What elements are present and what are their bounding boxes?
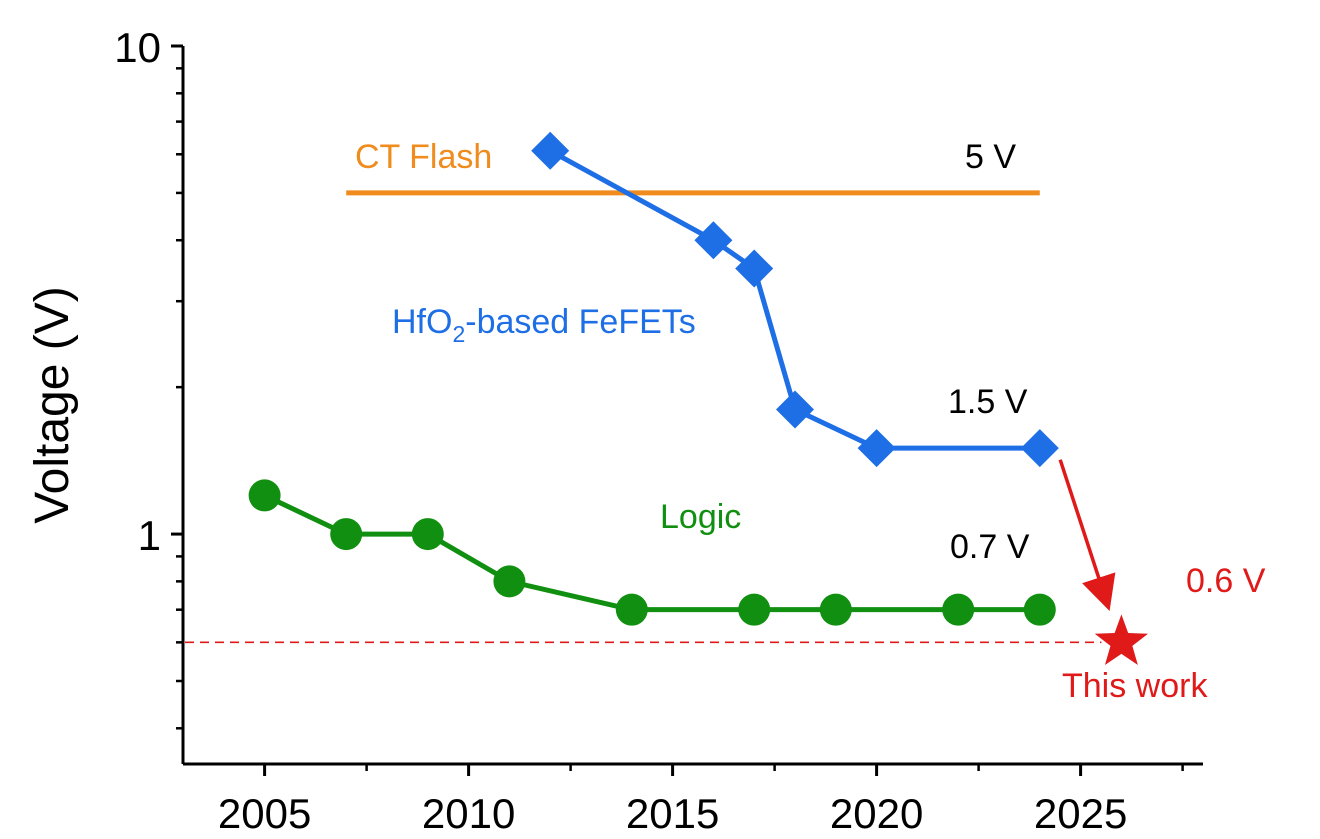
this-work-label: This work	[1062, 667, 1208, 705]
logic-point-2005	[248, 479, 281, 512]
y-tick-label-1: 1	[138, 512, 161, 559]
logic-value-label: 0.7 V	[950, 528, 1030, 566]
x-tick-label-2020: 2020	[830, 790, 923, 837]
logic-point-2007	[330, 518, 363, 551]
logic-point-2024	[1023, 593, 1056, 626]
y-tick-label-10: 10	[114, 24, 161, 71]
logic-point-2011	[493, 565, 526, 598]
ct-flash-label: CT Flash	[355, 138, 492, 176]
logic-point-2017	[738, 593, 771, 626]
logic-label: Logic	[660, 498, 741, 536]
fefet-label: HfO2-based FeFETs	[392, 303, 696, 347]
logic-point-2019	[819, 593, 852, 626]
this-work-star	[1094, 614, 1149, 666]
hfo2-based-fefets-point-2024	[1020, 429, 1059, 468]
fefet-label-subscript: 2	[452, 321, 465, 347]
logic-point-2014	[615, 593, 648, 626]
x-tick-label-2025: 2025	[1034, 790, 1127, 837]
hfo2-based-fefets-point-2018	[776, 390, 814, 429]
hfo2-based-fefets-line	[548, 148, 1040, 451]
fefet-value-label: 1.5 V	[948, 383, 1028, 421]
logic-point-2009	[411, 518, 444, 551]
ct-flash-value-label: 5 V	[965, 138, 1016, 176]
logic-line	[263, 493, 1040, 613]
this-work-value-label: 0.6 V	[1186, 562, 1266, 600]
x-tick-label-2015: 2015	[626, 790, 719, 837]
fefet-label-main: HfO	[392, 303, 452, 341]
this-work-arrow	[1058, 459, 1116, 612]
fefet-label-rest: -based FeFETs	[465, 303, 696, 341]
logic-point-2022	[942, 593, 975, 626]
hfo2-based-fefets-point-2016	[694, 221, 733, 260]
hfo2-based-fefets-point-2012	[531, 131, 570, 170]
hfo2-based-fefets-point-2020	[857, 429, 896, 468]
y-axis-title: Voltage (V)	[26, 286, 79, 523]
x-tick-label-2005: 2005	[218, 790, 311, 837]
hfo2-based-fefets-point-2017	[735, 249, 774, 288]
x-tick-label-2010: 2010	[422, 790, 515, 837]
